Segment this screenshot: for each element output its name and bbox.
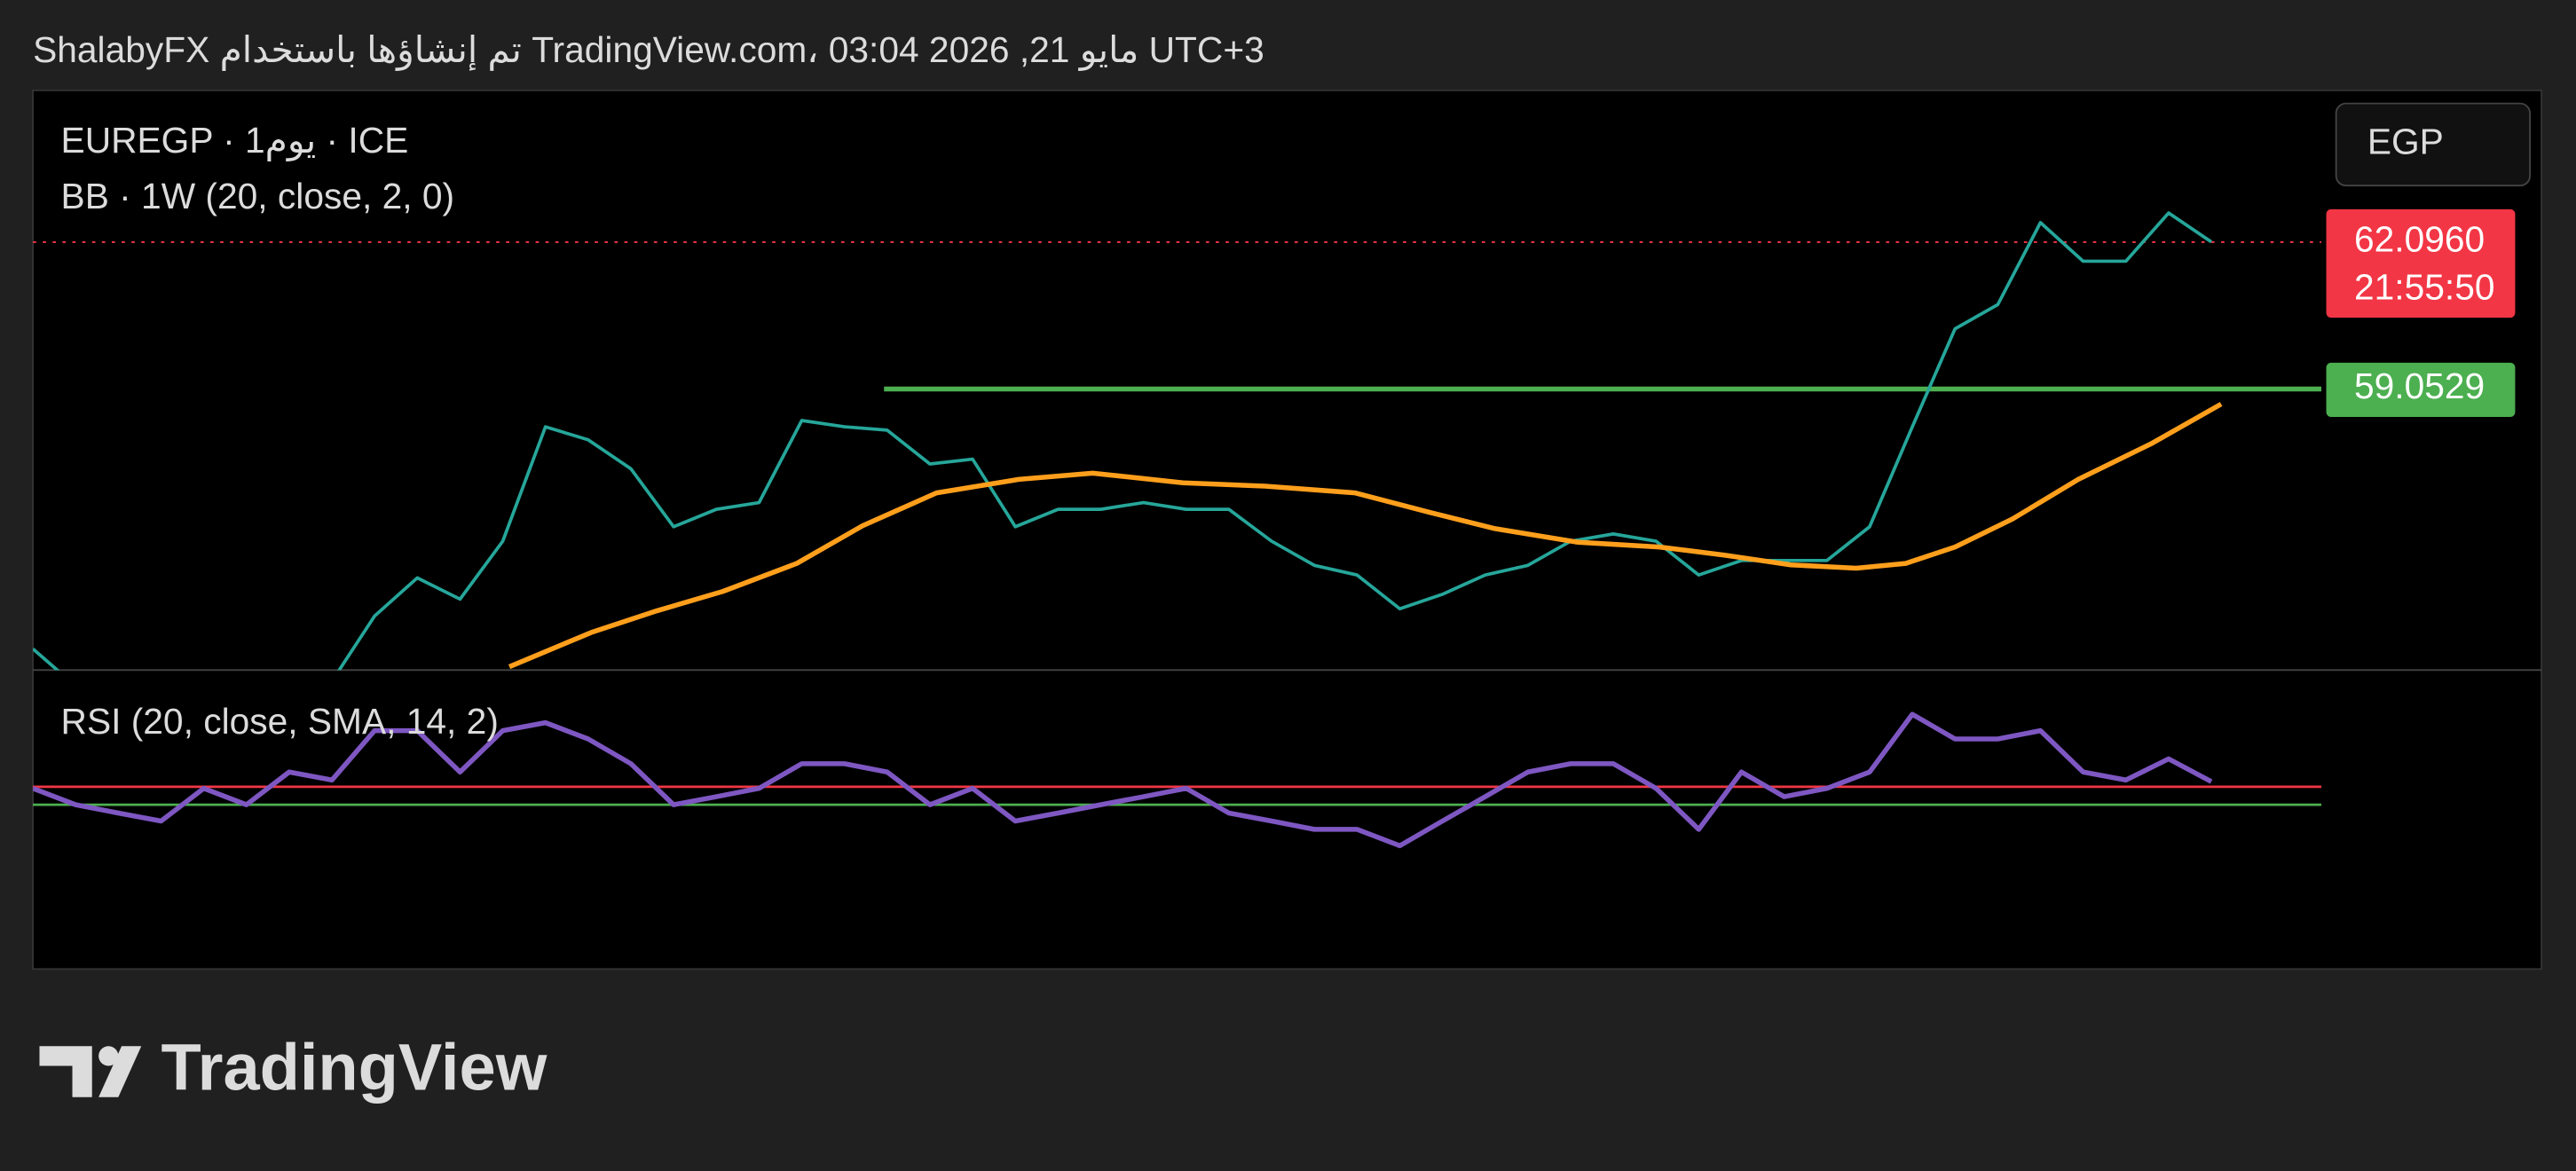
series-line: [33, 711, 2213, 849]
logo-icon: [98, 1046, 119, 1066]
logo-icon: [39, 1046, 92, 1097]
logo: TradingView: [39, 1030, 547, 1104]
logo-icon: [98, 1046, 142, 1097]
last-price-label: 62.0960: [2354, 219, 2485, 260]
legend-symbol: EUREGP · 1يوم · ICE: [61, 120, 409, 161]
header: ShalabyFX تم إنشاؤها باستخدام TradingVie…: [33, 29, 1264, 71]
series-line: [508, 402, 2223, 670]
legend-rsi: RSI (20, close, SMA, 14, 2): [61, 701, 499, 742]
currency-button[interactable]: [2335, 102, 2532, 187]
legend-bb: BB · 1W (20, close, 2, 0): [61, 176, 455, 216]
brand: TradingView: [161, 1030, 547, 1104]
currency[interactable]: EGP: [2367, 122, 2444, 162]
hline-label: 59.0529: [2354, 365, 2485, 406]
plots: [33, 211, 2321, 849]
chart-frame: [32, 89, 2542, 971]
countdown: 21:55:50: [2354, 266, 2495, 307]
last-price-box: [2326, 208, 2516, 318]
labels: 59.0529 62.0960 21:55:50: [2326, 208, 2516, 417]
series-line: [33, 211, 2213, 671]
hline-label-box: [2326, 362, 2516, 417]
